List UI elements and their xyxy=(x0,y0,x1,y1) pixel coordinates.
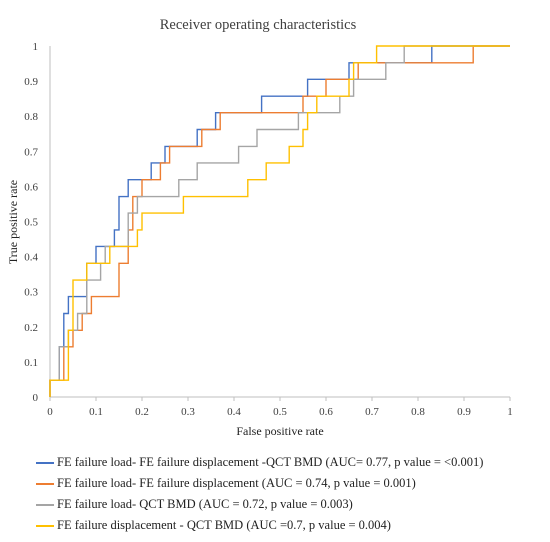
x-tick-label: 0.4 xyxy=(227,406,241,418)
series-layer xyxy=(49,45,510,397)
x-tick-label: 0 xyxy=(47,406,53,418)
legend-swatch xyxy=(36,525,54,528)
legend-label: FE failure displacement - QCT BMD (AUC =… xyxy=(57,518,391,532)
x-tick-label: 0.5 xyxy=(273,406,287,418)
legend-item: FE failure displacement - QCT BMD (AUC =… xyxy=(36,515,483,536)
y-tick-label: 0.7 xyxy=(24,146,38,158)
series-line-2 xyxy=(49,45,510,397)
series-line-4 xyxy=(49,45,510,397)
legend-label: FE failure load- QCT BMD (AUC = 0.72, p … xyxy=(57,497,353,511)
x-tick-label: 1 xyxy=(507,406,513,418)
x-tick-label: 0.8 xyxy=(411,406,425,418)
y-tick-label: 0.6 xyxy=(24,181,38,193)
legend: FE failure load- FE failure displacement… xyxy=(36,452,483,536)
chart-title: Receiver operating characteristics xyxy=(160,17,357,33)
legend-item: FE failure load- QCT BMD (AUC = 0.72, p … xyxy=(36,494,483,515)
y-tick-label: 1 xyxy=(33,41,39,53)
y-tick-label: 0.4 xyxy=(24,252,38,264)
y-tick-label: 0.1 xyxy=(24,357,38,369)
x-tick-label: 0.2 xyxy=(135,406,149,418)
y-tick-label: 0.2 xyxy=(24,322,38,334)
legend-swatch xyxy=(36,483,54,486)
y-tick-label: 0.9 xyxy=(24,76,38,88)
x-tick-label: 0.3 xyxy=(181,406,195,418)
series-line-3 xyxy=(49,45,510,397)
legend-item: FE failure load- FE failure displacement… xyxy=(36,473,483,494)
x-tick-label: 0.1 xyxy=(89,406,103,418)
x-axis-label: False positive rate xyxy=(236,424,323,438)
y-tick-label: 0 xyxy=(33,392,39,404)
legend-label: FE failure load- FE failure displacement… xyxy=(57,455,484,469)
legend-label: FE failure load- FE failure displacement… xyxy=(57,476,416,490)
legend-item: FE failure load- FE failure displacement… xyxy=(36,452,483,473)
y-tick-label: 0.3 xyxy=(24,287,38,299)
legend-swatch xyxy=(36,462,54,465)
y-axis-label: True positive rate xyxy=(6,180,20,264)
x-tick-label: 0.9 xyxy=(457,406,471,418)
y-tick-label: 0.8 xyxy=(24,111,38,123)
x-tick-label: 0.6 xyxy=(319,406,333,418)
legend-swatch xyxy=(36,504,54,507)
series-line-1 xyxy=(49,45,510,397)
x-tick-label: 0.7 xyxy=(365,406,379,418)
y-tick-label: 0.5 xyxy=(24,217,38,229)
tick-labels: 0 0.1 0.2 0.3 0.4 0.5 0.6 0.7 0.8 0.9 1 0 0.1 0.2 0.3 0… xyxy=(24,41,513,418)
